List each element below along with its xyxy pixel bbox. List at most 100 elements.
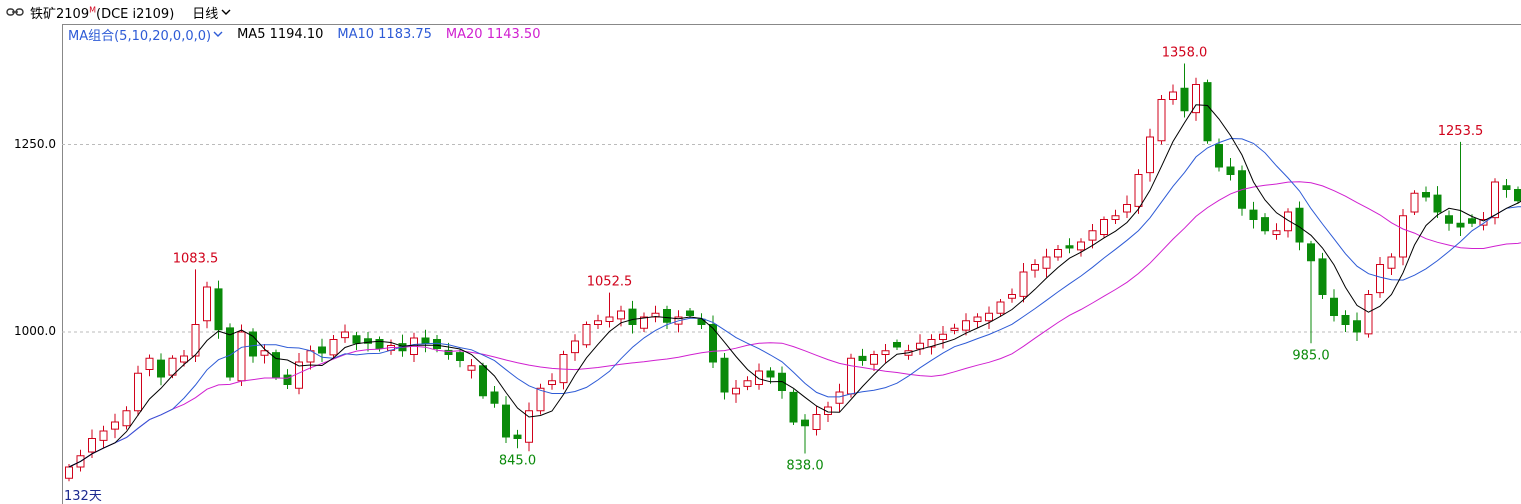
candle xyxy=(1399,209,1407,266)
candle-body xyxy=(260,350,269,356)
candle-body xyxy=(1065,245,1074,249)
annotations: 1083.5 845.0 1052.5 838.0 1358.0 985.0 1253.5 xyxy=(173,46,1484,474)
candle xyxy=(329,335,338,359)
candle-body xyxy=(1088,230,1097,241)
candle xyxy=(421,329,430,353)
candle-body xyxy=(1422,192,1430,198)
candle-body xyxy=(789,391,798,423)
candle-body xyxy=(1376,264,1384,294)
candle xyxy=(134,365,142,416)
candle-body xyxy=(479,365,487,397)
ma-combo-dropdown[interactable]: MA组合(5,10,20,0,0,0) xyxy=(68,25,223,44)
candle xyxy=(1065,238,1074,254)
candle xyxy=(341,324,349,343)
candle-body xyxy=(1410,192,1419,213)
candle xyxy=(168,355,177,379)
candle xyxy=(352,332,361,350)
candle-body xyxy=(1180,87,1189,112)
high-annotation: 1253.5 xyxy=(1438,124,1484,139)
candle-body xyxy=(939,333,947,340)
candle-body xyxy=(180,355,188,363)
candle-body xyxy=(1284,211,1292,232)
candle xyxy=(1042,248,1051,278)
candle xyxy=(283,369,292,389)
candle-body xyxy=(444,349,453,355)
candle-body xyxy=(858,355,867,361)
candle xyxy=(847,353,855,398)
candle-body xyxy=(1123,204,1131,213)
candle-body xyxy=(536,387,545,412)
candle xyxy=(743,376,752,391)
period-dropdown[interactable]: 日线 xyxy=(192,3,231,22)
candle xyxy=(1433,186,1442,218)
candle-body xyxy=(1399,215,1407,258)
candle-body xyxy=(1261,217,1269,232)
candle xyxy=(927,334,936,355)
candle-body xyxy=(456,352,464,361)
candle-body xyxy=(157,359,165,378)
high-annotation: 1083.5 xyxy=(173,251,219,266)
candle xyxy=(1456,141,1465,236)
candle-body xyxy=(927,339,936,348)
candle xyxy=(801,414,809,454)
candle xyxy=(76,449,85,472)
link-icon[interactable] xyxy=(6,6,24,18)
candle-body xyxy=(249,331,257,357)
candle-body xyxy=(973,316,982,322)
candle-body xyxy=(111,421,119,430)
chevron-down-icon xyxy=(221,9,231,15)
low-annotation: 838.0 xyxy=(786,459,823,474)
candle xyxy=(732,380,740,403)
candle-body xyxy=(421,337,430,344)
candle-body xyxy=(1146,136,1154,174)
chart-frame xyxy=(62,24,1521,504)
candle-body xyxy=(341,331,349,339)
candle xyxy=(1100,216,1108,238)
candle xyxy=(571,334,579,361)
candle xyxy=(1088,224,1097,249)
candle xyxy=(1514,186,1521,204)
candle xyxy=(1307,240,1315,344)
candle-body xyxy=(1272,230,1281,235)
ma10-line xyxy=(68,137,1521,468)
candle-body xyxy=(1111,215,1120,220)
candle-body xyxy=(996,301,1005,314)
candle xyxy=(410,332,418,362)
candle-body xyxy=(755,370,763,385)
candle xyxy=(1341,310,1350,332)
candle-body xyxy=(605,316,614,322)
candle-body xyxy=(1433,194,1442,213)
candle xyxy=(111,413,119,439)
ma10-legend: MA10 1183.75 xyxy=(337,26,432,42)
candle xyxy=(479,362,487,399)
candle-body xyxy=(1502,185,1511,190)
candle xyxy=(1192,77,1200,121)
candle xyxy=(962,313,970,336)
candle-body xyxy=(490,391,499,404)
candle xyxy=(766,367,775,384)
candle-body xyxy=(1215,144,1223,168)
candle xyxy=(594,314,602,329)
candle-body xyxy=(870,354,878,365)
candle-body xyxy=(640,316,648,329)
candle xyxy=(1157,95,1166,145)
days-count-label: 132天 xyxy=(64,489,102,504)
candle xyxy=(640,312,648,332)
candle-body xyxy=(525,410,533,443)
candle-body xyxy=(283,374,292,385)
candle xyxy=(260,344,269,364)
candle xyxy=(1330,289,1338,322)
candle xyxy=(939,326,947,349)
candle xyxy=(973,313,982,329)
candle-body xyxy=(881,350,890,355)
candle-body xyxy=(1468,218,1476,224)
candle-body xyxy=(1456,222,1465,228)
candle-body xyxy=(1491,181,1499,219)
candle xyxy=(272,349,280,380)
y-tick-label: 1000.0 xyxy=(14,324,56,338)
candle-body xyxy=(352,335,361,344)
candle-body xyxy=(122,410,131,427)
candle xyxy=(490,386,499,408)
ma10-path xyxy=(68,137,1521,468)
